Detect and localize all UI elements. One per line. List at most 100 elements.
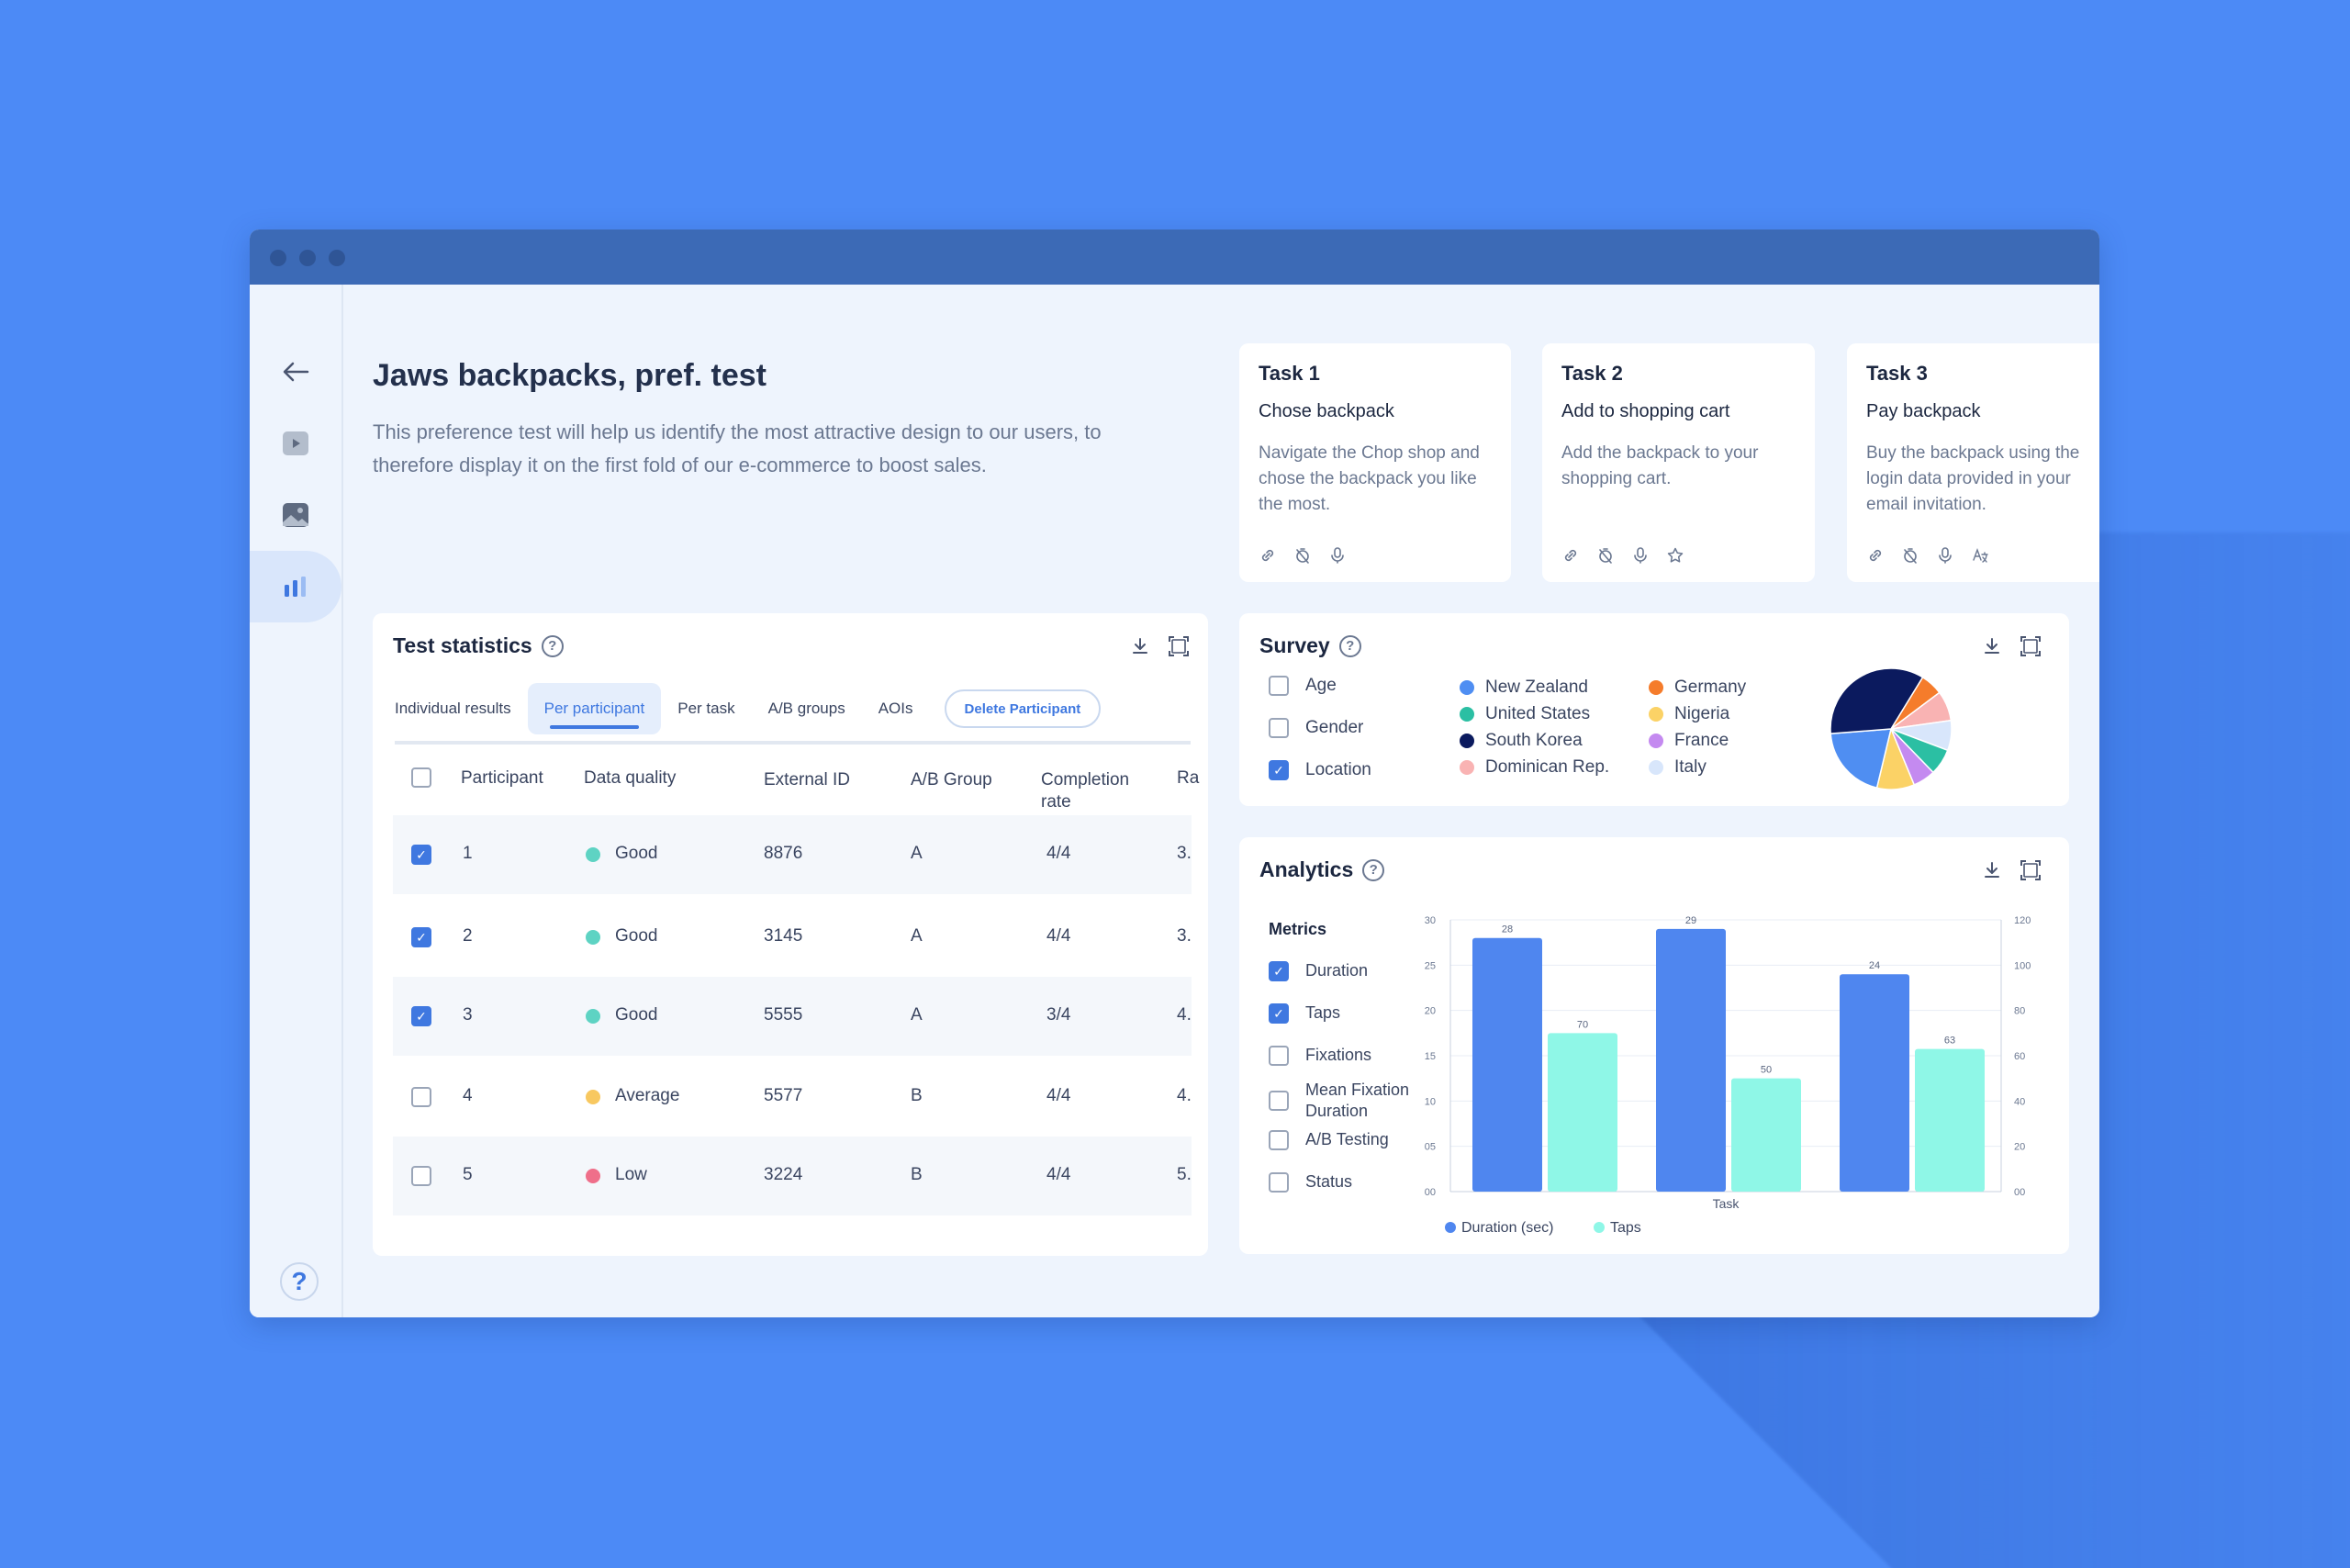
task-title: Task 2	[1561, 362, 1623, 385]
window-close-dot[interactable]	[270, 250, 286, 266]
bar-value-label: 28	[1502, 924, 1513, 935]
tab-ab-groups[interactable]: A/B groups	[767, 700, 845, 717]
completion-cell: 3/4	[1046, 1005, 1071, 1025]
tab-aois[interactable]: AOIs	[878, 700, 913, 717]
help-icon[interactable]: ?	[1362, 858, 1385, 881]
ab-group-cell: A	[911, 1005, 923, 1025]
metric-option[interactable]: ✓ Duration	[1269, 960, 1368, 981]
column-header[interactable]: Completion rate	[1041, 770, 1130, 812]
video-icon	[283, 431, 308, 455]
participant-cell: 3	[463, 1005, 473, 1025]
external-id-cell: 5577	[764, 1086, 803, 1105]
row-checkbox[interactable]: ✓	[411, 1006, 431, 1026]
card-title: Survey ?	[1259, 633, 1361, 658]
mic-icon	[1936, 546, 1954, 565]
metric-checkbox[interactable]	[1269, 1046, 1289, 1066]
table-row[interactable]: ✓ 2 Good 3145 A 4/4 3.4	[393, 898, 1192, 977]
task-card-2[interactable]: Task 2 Add to shopping cart Add the back…	[1542, 343, 1815, 582]
y-tick-right: 20	[2014, 1142, 2025, 1153]
metric-checkbox[interactable]: ✓	[1269, 961, 1289, 981]
pie-slice-south-korea[interactable]	[1830, 667, 1924, 734]
survey-legend-item: New Zealand	[1460, 678, 1588, 698]
column-header[interactable]: External ID	[764, 770, 850, 790]
metric-option[interactable]: Mean Fixation Duration	[1269, 1080, 1443, 1122]
back-button[interactable]	[250, 336, 341, 408]
expand-icon[interactable]	[2020, 859, 2042, 881]
task-subtitle: Pay backpack	[1866, 401, 1981, 421]
tab-individual-results[interactable]: Individual results	[395, 700, 511, 717]
metric-label: Mean Fixation Duration	[1305, 1081, 1410, 1120]
window-minimize-dot[interactable]	[299, 250, 316, 266]
survey-checkbox[interactable]	[1269, 676, 1289, 696]
survey-option-age[interactable]: Age	[1269, 676, 1337, 696]
sidebar-item-analytics[interactable]	[250, 551, 341, 622]
y-tick-left: 00	[1425, 1187, 1436, 1198]
y-tick-right: 00	[2014, 1187, 2025, 1198]
table-row[interactable]: ✓ 3 Good 5555 A 3/4 4.0	[393, 977, 1192, 1056]
metric-checkbox[interactable]	[1269, 1130, 1289, 1150]
legend-label: Duration (sec)	[1461, 1220, 1553, 1236]
bar-value-label: 50	[1761, 1065, 1772, 1076]
rate-cell: 5.0	[1177, 1165, 1192, 1184]
expand-icon[interactable]	[1168, 635, 1190, 657]
legend-swatch	[1649, 760, 1663, 775]
survey-option-location[interactable]: ✓ Location	[1269, 760, 1371, 780]
expand-icon[interactable]	[2020, 635, 2042, 657]
survey-legend-item: Nigeria	[1649, 704, 1729, 724]
survey-checkbox[interactable]: ✓	[1269, 760, 1289, 780]
column-header[interactable]: Data quality	[584, 768, 677, 788]
table-row[interactable]: 5 Low 3224 B 4/4 5.0	[393, 1137, 1192, 1215]
download-icon[interactable]	[1981, 859, 2003, 881]
download-icon[interactable]	[1129, 635, 1151, 657]
task-card-1[interactable]: Task 1 Chose backpack Navigate the Chop …	[1239, 343, 1511, 582]
sidebar-item-image[interactable]	[250, 479, 341, 551]
survey-option-gender[interactable]: Gender	[1269, 718, 1363, 738]
card-title: Test statistics ?	[393, 633, 564, 658]
table-row[interactable]: 4 Average 5577 B 4/4 4.4	[393, 1058, 1192, 1137]
task-title: Task 1	[1259, 362, 1320, 385]
metric-option[interactable]: A/B Testing	[1269, 1129, 1389, 1150]
survey-legend-item: South Korea	[1460, 731, 1583, 751]
sidebar-item-video[interactable]	[250, 408, 341, 479]
row-checkbox[interactable]	[411, 1166, 431, 1186]
metric-checkbox[interactable]: ✓	[1269, 1003, 1289, 1024]
metric-option[interactable]: Status	[1269, 1171, 1352, 1193]
download-icon[interactable]	[1981, 635, 2003, 657]
tabs-divider	[395, 741, 1191, 745]
metric-label: Fixations	[1305, 1046, 1372, 1064]
survey-checkbox[interactable]	[1269, 718, 1289, 738]
table-row[interactable]: ✓ 1 Good 8876 A 4/4 3.:	[393, 815, 1192, 894]
column-header[interactable]: Participant	[461, 768, 543, 788]
y-tick-left: 25	[1425, 960, 1436, 971]
delete-participant-button[interactable]: Delete Participant	[944, 689, 1102, 728]
task-title: Task 3	[1866, 362, 1928, 385]
column-header[interactable]: A/B Group	[911, 770, 992, 790]
card-tools	[1129, 635, 1190, 657]
row-checkbox[interactable]: ✓	[411, 845, 431, 865]
y-tick-left: 10	[1425, 1096, 1436, 1107]
metric-checkbox[interactable]	[1269, 1172, 1289, 1193]
tab-per-participant[interactable]: Per participant	[527, 683, 662, 734]
help-icon[interactable]: ?	[1338, 634, 1361, 657]
metric-option[interactable]: ✓ Taps	[1269, 1002, 1340, 1024]
window-maximize-dot[interactable]	[329, 250, 345, 266]
row-checkbox[interactable]	[411, 1087, 431, 1107]
legend-swatch	[1649, 707, 1663, 722]
help-button[interactable]: ?	[280, 1262, 319, 1301]
tab-per-task[interactable]: Per task	[677, 700, 735, 717]
select-all-checkbox[interactable]	[411, 767, 431, 788]
pie-slice-new-zealand[interactable]	[1830, 728, 1892, 790]
external-id-cell: 8876	[764, 844, 803, 863]
legend-swatch	[1460, 734, 1474, 748]
row-checkbox[interactable]: ✓	[411, 927, 431, 947]
task-card-3[interactable]: Task 3 Pay backpack Buy the backpack usi…	[1847, 343, 2099, 582]
column-header[interactable]: Ra	[1177, 768, 1200, 788]
star-icon	[1666, 546, 1684, 565]
metric-option[interactable]: Fixations	[1269, 1045, 1371, 1066]
help-icon[interactable]: ?	[541, 634, 564, 657]
metric-checkbox[interactable]	[1269, 1091, 1289, 1111]
metrics-label: Metrics	[1269, 920, 1327, 938]
bar-value-label: 29	[1685, 915, 1696, 926]
analytics-card: Analytics ? Metrics ✓ Duration ✓ Taps Fixati…	[1239, 837, 2069, 1254]
task-icons	[1561, 546, 1684, 565]
